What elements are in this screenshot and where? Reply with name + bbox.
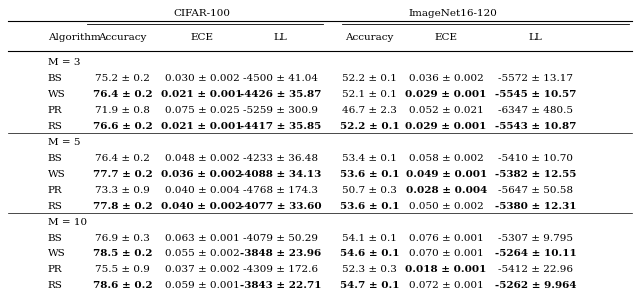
Text: 0.058 ± 0.002: 0.058 ± 0.002 xyxy=(409,154,484,163)
Text: 0.040 ± 0.004: 0.040 ± 0.004 xyxy=(164,186,239,195)
Text: 0.021 ± 0.001: 0.021 ± 0.001 xyxy=(161,90,243,99)
Text: 52.2 ± 0.1: 52.2 ± 0.1 xyxy=(342,74,397,83)
Text: ImageNet16-120: ImageNet16-120 xyxy=(408,9,497,18)
Text: 73.3 ± 0.9: 73.3 ± 0.9 xyxy=(95,186,150,195)
Text: -6347 ± 480.5: -6347 ± 480.5 xyxy=(498,106,573,115)
Text: RS: RS xyxy=(48,122,63,131)
Text: 0.049 ± 0.001: 0.049 ± 0.001 xyxy=(406,170,487,179)
Text: -5543 ± 10.87: -5543 ± 10.87 xyxy=(495,122,576,131)
Text: -4768 ± 174.3: -4768 ± 174.3 xyxy=(243,186,318,195)
Text: ECE: ECE xyxy=(191,33,214,42)
Text: Algorithm: Algorithm xyxy=(48,33,100,42)
Text: 0.076 ± 0.001: 0.076 ± 0.001 xyxy=(409,233,484,243)
Text: 0.075 ± 0.025: 0.075 ± 0.025 xyxy=(164,106,239,115)
Text: 52.3 ± 0.3: 52.3 ± 0.3 xyxy=(342,265,397,274)
Text: M = 3: M = 3 xyxy=(48,58,81,67)
Text: 0.029 ± 0.001: 0.029 ± 0.001 xyxy=(406,90,487,99)
Text: -4077 ± 33.60: -4077 ± 33.60 xyxy=(239,202,321,211)
Text: LL: LL xyxy=(529,33,542,42)
Text: 76.4 ± 0.2: 76.4 ± 0.2 xyxy=(93,90,152,99)
Text: 0.055 ± 0.002: 0.055 ± 0.002 xyxy=(164,250,239,258)
Text: -5262 ± 9.964: -5262 ± 9.964 xyxy=(495,281,576,290)
Text: WS: WS xyxy=(48,250,66,258)
Text: 0.063 ± 0.001: 0.063 ± 0.001 xyxy=(164,233,239,243)
Text: 0.029 ± 0.001: 0.029 ± 0.001 xyxy=(406,122,487,131)
Text: 0.036 ± 0.002: 0.036 ± 0.002 xyxy=(409,74,484,83)
Text: RS: RS xyxy=(48,281,63,290)
Text: -5545 ± 10.57: -5545 ± 10.57 xyxy=(495,90,576,99)
Text: -4309 ± 172.6: -4309 ± 172.6 xyxy=(243,265,318,274)
Text: 77.7 ± 0.2: 77.7 ± 0.2 xyxy=(93,170,152,179)
Text: 0.048 ± 0.002: 0.048 ± 0.002 xyxy=(164,154,239,163)
Text: 46.7 ± 2.3: 46.7 ± 2.3 xyxy=(342,106,397,115)
Text: WS: WS xyxy=(48,170,66,179)
Text: 78.5 ± 0.2: 78.5 ± 0.2 xyxy=(93,250,152,258)
Text: 54.7 ± 0.1: 54.7 ± 0.1 xyxy=(340,281,399,290)
Text: 0.052 ± 0.021: 0.052 ± 0.021 xyxy=(409,106,484,115)
Text: 76.6 ± 0.2: 76.6 ± 0.2 xyxy=(93,122,152,131)
Text: -5572 ± 13.17: -5572 ± 13.17 xyxy=(498,74,573,83)
Text: -5412 ± 22.96: -5412 ± 22.96 xyxy=(498,265,573,274)
Text: -5307 ± 9.795: -5307 ± 9.795 xyxy=(498,233,573,243)
Text: 77.8 ± 0.2: 77.8 ± 0.2 xyxy=(93,202,152,211)
Text: 0.050 ± 0.002: 0.050 ± 0.002 xyxy=(409,202,484,211)
Text: CIFAR-100: CIFAR-100 xyxy=(173,9,230,18)
Text: 76.4 ± 0.2: 76.4 ± 0.2 xyxy=(95,154,150,163)
Text: -5382 ± 12.55: -5382 ± 12.55 xyxy=(495,170,576,179)
Text: 0.072 ± 0.001: 0.072 ± 0.001 xyxy=(409,281,484,290)
Text: M = 5: M = 5 xyxy=(48,138,81,147)
Text: 71.9 ± 0.8: 71.9 ± 0.8 xyxy=(95,106,150,115)
Text: -5647 ± 50.58: -5647 ± 50.58 xyxy=(498,186,573,195)
Text: -4079 ± 50.29: -4079 ± 50.29 xyxy=(243,233,318,243)
Text: 0.037 ± 0.002: 0.037 ± 0.002 xyxy=(164,265,239,274)
Text: -4417 ± 35.85: -4417 ± 35.85 xyxy=(240,122,321,131)
Text: 75.5 ± 0.9: 75.5 ± 0.9 xyxy=(95,265,150,274)
Text: LL: LL xyxy=(274,33,287,42)
Text: 53.6 ± 0.1: 53.6 ± 0.1 xyxy=(340,202,399,211)
Text: BS: BS xyxy=(48,233,63,243)
Text: -5380 ± 12.31: -5380 ± 12.31 xyxy=(495,202,576,211)
Text: M = 10: M = 10 xyxy=(48,218,87,227)
Text: 75.2 ± 0.2: 75.2 ± 0.2 xyxy=(95,74,150,83)
Text: 54.6 ± 0.1: 54.6 ± 0.1 xyxy=(340,250,399,258)
Text: 78.6 ± 0.2: 78.6 ± 0.2 xyxy=(93,281,152,290)
Text: 0.059 ± 0.001: 0.059 ± 0.001 xyxy=(164,281,239,290)
Text: PR: PR xyxy=(48,186,63,195)
Text: 52.1 ± 0.1: 52.1 ± 0.1 xyxy=(342,90,397,99)
Text: 50.7 ± 0.3: 50.7 ± 0.3 xyxy=(342,186,397,195)
Text: 76.9 ± 0.3: 76.9 ± 0.3 xyxy=(95,233,150,243)
Text: PR: PR xyxy=(48,106,63,115)
Text: -4500 ± 41.04: -4500 ± 41.04 xyxy=(243,74,318,83)
Text: -5259 ± 300.9: -5259 ± 300.9 xyxy=(243,106,318,115)
Text: -3843 ± 22.71: -3843 ± 22.71 xyxy=(240,281,321,290)
Text: PR: PR xyxy=(48,265,63,274)
Text: -5264 ± 10.11: -5264 ± 10.11 xyxy=(495,250,576,258)
Text: 0.040 ± 0.002: 0.040 ± 0.002 xyxy=(161,202,243,211)
Text: WS: WS xyxy=(48,90,66,99)
Text: 52.2 ± 0.1: 52.2 ± 0.1 xyxy=(340,122,399,131)
Text: -4426 ± 35.87: -4426 ± 35.87 xyxy=(240,90,321,99)
Text: Accuracy: Accuracy xyxy=(99,33,147,42)
Text: RS: RS xyxy=(48,202,63,211)
Text: -5410 ± 10.70: -5410 ± 10.70 xyxy=(498,154,573,163)
Text: -3848 ± 23.96: -3848 ± 23.96 xyxy=(240,250,321,258)
Text: 0.028 ± 0.004: 0.028 ± 0.004 xyxy=(406,186,487,195)
Text: Accuracy: Accuracy xyxy=(346,33,394,42)
Text: 54.1 ± 0.1: 54.1 ± 0.1 xyxy=(342,233,397,243)
Text: ECE: ECE xyxy=(435,33,458,42)
Text: 0.018 ± 0.001: 0.018 ± 0.001 xyxy=(406,265,487,274)
Text: BS: BS xyxy=(48,154,63,163)
Text: 0.030 ± 0.002: 0.030 ± 0.002 xyxy=(164,74,239,83)
Text: 0.021 ± 0.001: 0.021 ± 0.001 xyxy=(161,122,243,131)
Text: BS: BS xyxy=(48,74,63,83)
Text: 53.4 ± 0.1: 53.4 ± 0.1 xyxy=(342,154,397,163)
Text: -4233 ± 36.48: -4233 ± 36.48 xyxy=(243,154,318,163)
Text: -4088 ± 34.13: -4088 ± 34.13 xyxy=(240,170,321,179)
Text: 0.070 ± 0.001: 0.070 ± 0.001 xyxy=(409,250,484,258)
Text: 0.036 ± 0.002: 0.036 ± 0.002 xyxy=(161,170,243,179)
Text: 53.6 ± 0.1: 53.6 ± 0.1 xyxy=(340,170,399,179)
